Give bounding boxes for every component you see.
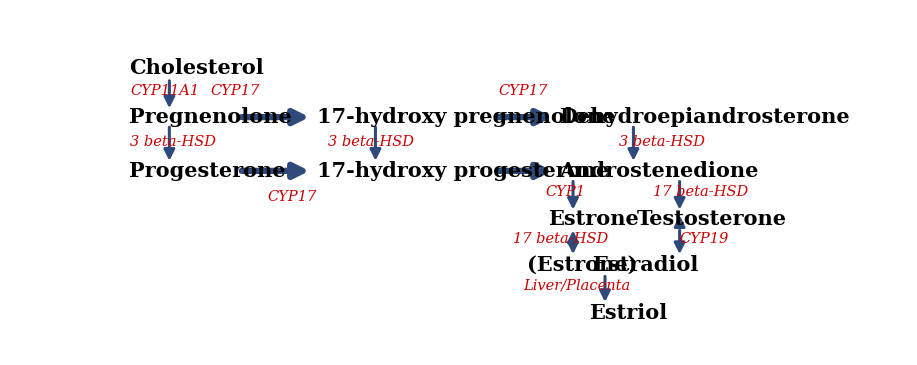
Text: Dehydroepiandrosterone: Dehydroepiandrosterone bbox=[558, 107, 849, 127]
Text: Pregnenolone: Pregnenolone bbox=[128, 107, 292, 127]
Text: CYP17: CYP17 bbox=[268, 190, 316, 204]
Text: 17-hydroxy pregnenolone: 17-hydroxy pregnenolone bbox=[317, 107, 615, 127]
Text: 3 beta-HSD: 3 beta-HSD bbox=[328, 135, 414, 149]
Text: Cholesterol: Cholesterol bbox=[128, 58, 263, 78]
Text: 17 beta-HSD: 17 beta-HSD bbox=[513, 232, 608, 246]
Text: Liver/Placenta: Liver/Placenta bbox=[524, 278, 631, 292]
Text: CYP17: CYP17 bbox=[499, 84, 547, 99]
Text: Estradiol: Estradiol bbox=[592, 255, 699, 275]
Text: 3 beta-HSD: 3 beta-HSD bbox=[130, 135, 216, 149]
Text: 17-hydroxy progesterone: 17-hydroxy progesterone bbox=[317, 161, 610, 181]
Text: Progesterone: Progesterone bbox=[128, 161, 285, 181]
Text: (Estrone): (Estrone) bbox=[526, 255, 637, 275]
Text: Estriol: Estriol bbox=[590, 303, 668, 323]
Text: CYP1: CYP1 bbox=[546, 185, 585, 199]
Text: CYP11A1: CYP11A1 bbox=[130, 84, 199, 99]
Text: CYP19: CYP19 bbox=[679, 232, 729, 246]
Text: Estrone: Estrone bbox=[548, 208, 639, 228]
Text: CYP17: CYP17 bbox=[211, 84, 260, 99]
Text: Androstenedione: Androstenedione bbox=[558, 161, 758, 181]
Text: 3 beta-HSD: 3 beta-HSD bbox=[619, 135, 705, 149]
Text: 17 beta-HSD: 17 beta-HSD bbox=[653, 185, 748, 199]
Text: Testosterone: Testosterone bbox=[637, 208, 787, 228]
